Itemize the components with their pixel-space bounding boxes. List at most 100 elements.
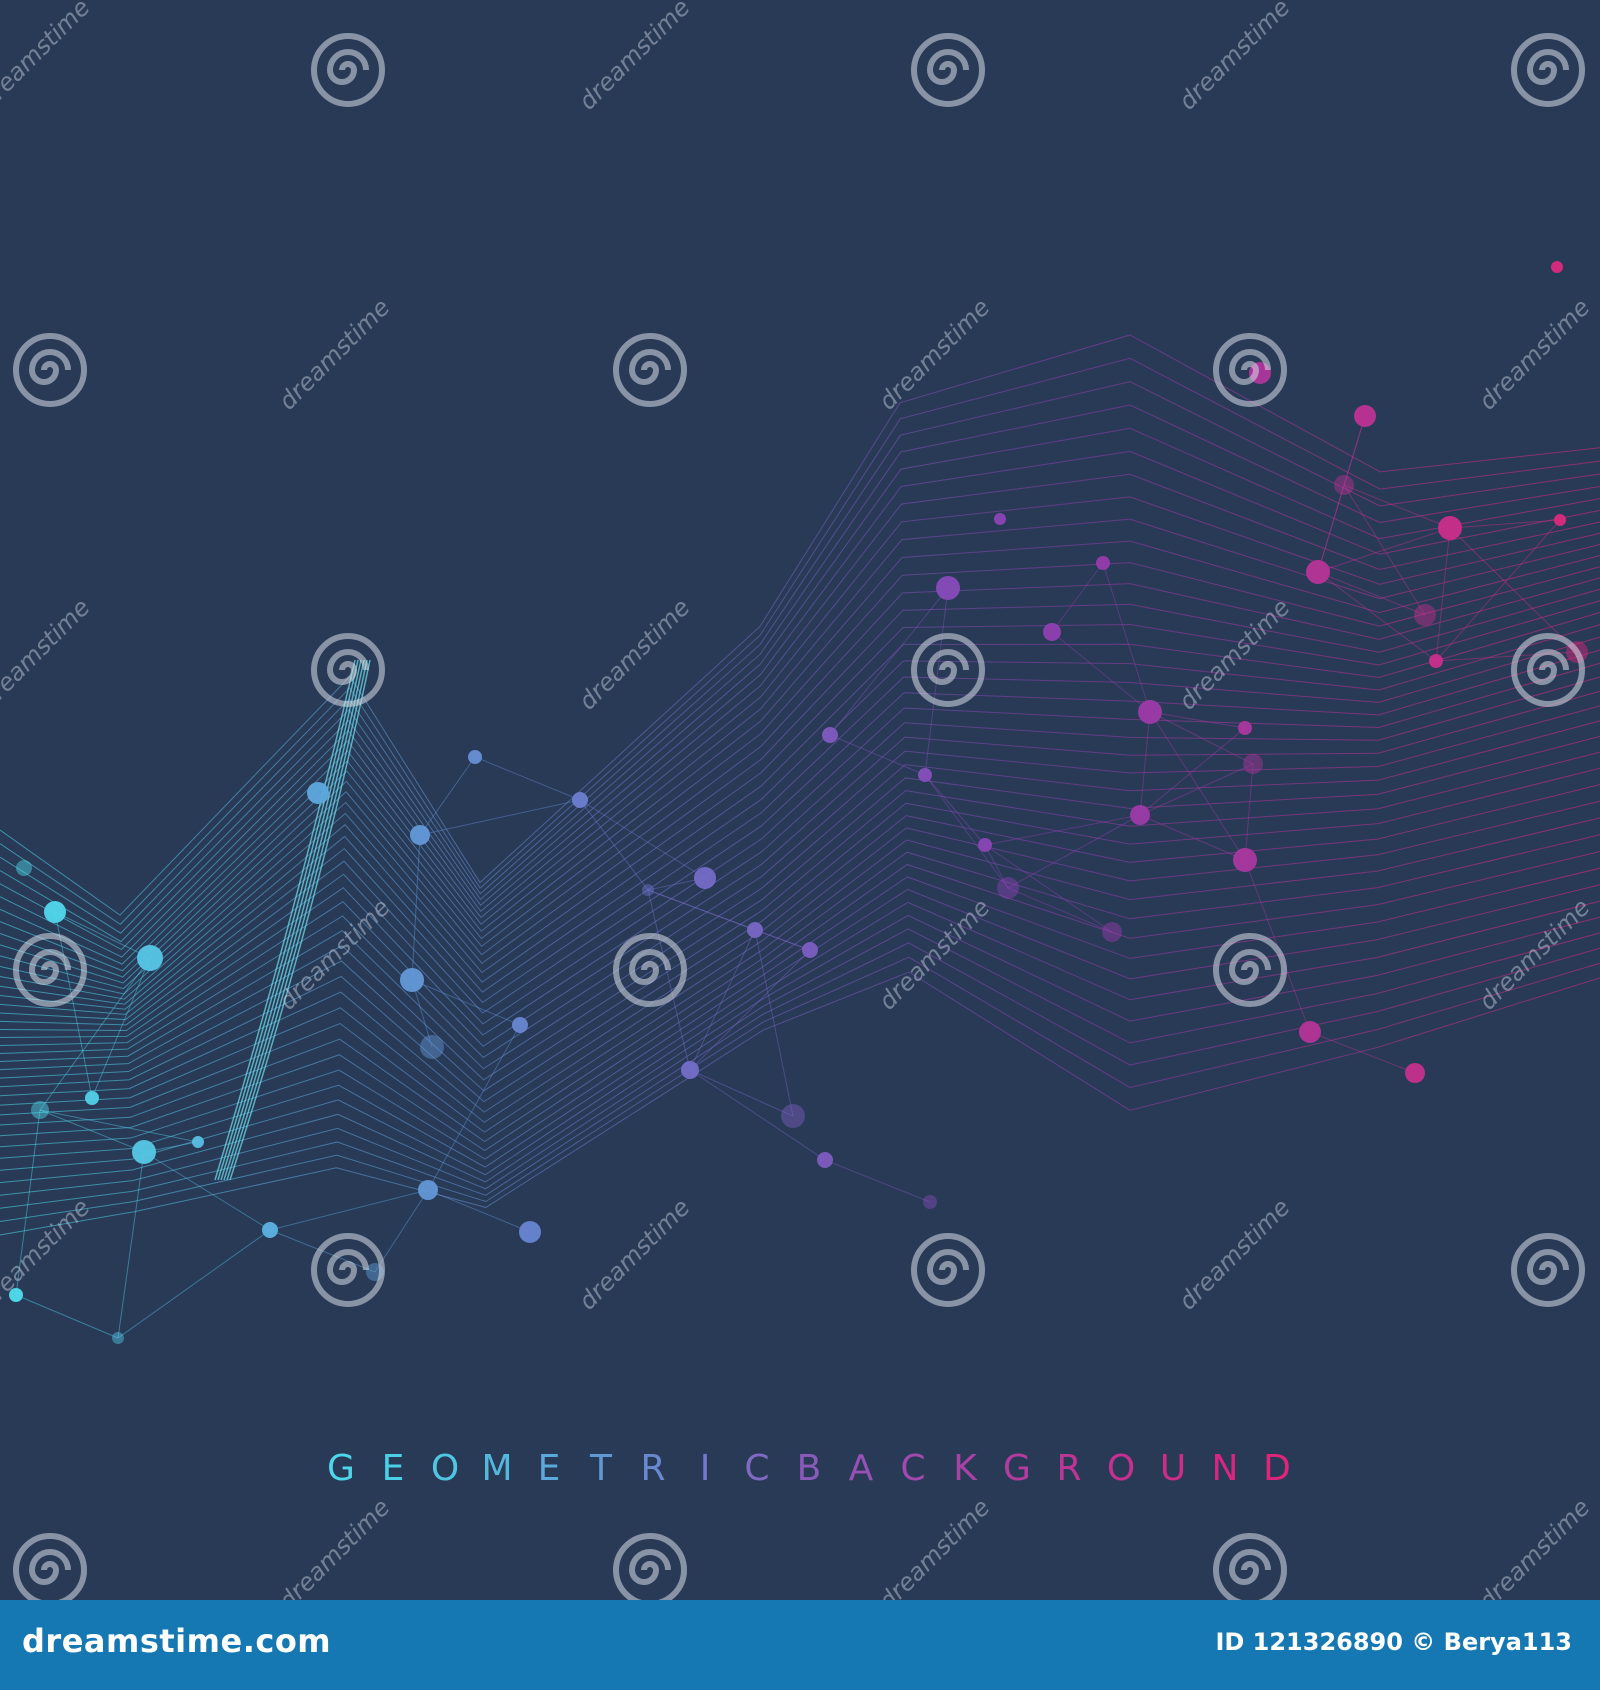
network-link xyxy=(924,774,1009,889)
spiral-icon xyxy=(13,933,87,1007)
mesh-line xyxy=(0,636,1600,1021)
network-link xyxy=(1139,727,1246,816)
spiral-icon xyxy=(911,1233,985,1307)
network-node xyxy=(1238,721,1252,735)
image-id-credit: ID 121326890 © Berya113 xyxy=(1215,1628,1572,1656)
network-link xyxy=(689,1069,826,1161)
network-link xyxy=(1317,415,1366,573)
network-node xyxy=(1102,922,1122,942)
network-node xyxy=(262,1222,278,1238)
network-node xyxy=(1414,604,1436,626)
network-link xyxy=(419,799,581,836)
mesh-line xyxy=(0,928,1600,1196)
mesh-line xyxy=(0,496,1600,972)
heading-letter: B xyxy=(796,1448,822,1489)
spiral-icon xyxy=(911,33,985,107)
mesh-line xyxy=(0,751,1600,1092)
watermark-text: dreamstime xyxy=(1173,1193,1295,1315)
mesh-line xyxy=(0,834,1600,1143)
heading-letter: E xyxy=(537,1448,561,1489)
network-node xyxy=(307,782,329,804)
network-links xyxy=(15,415,1578,1339)
ribbon-line xyxy=(226,659,368,1181)
watermark-text: dreamstime xyxy=(273,293,395,415)
spiral-icon xyxy=(311,1233,385,1307)
network-link xyxy=(689,929,756,1071)
network-link xyxy=(474,756,581,801)
spiral-icon xyxy=(1511,633,1585,707)
network-node xyxy=(1096,556,1110,570)
watermark-layer: dreamstime dreamstime dreamstime dreamstime… xyxy=(0,0,1595,1600)
stock-footer-bar: dreamstime.com ID 121326890 © Berya113 xyxy=(0,1600,1600,1690)
mesh-line xyxy=(0,649,1600,1026)
heading-letter: O xyxy=(1106,1448,1136,1489)
network-node xyxy=(802,942,818,958)
watermark-text: dreamstime xyxy=(1473,1493,1595,1600)
heading-letter: K xyxy=(953,1448,977,1489)
mesh-line xyxy=(0,850,1600,1152)
network-node xyxy=(132,1140,156,1164)
mesh-line xyxy=(0,690,1600,1047)
heading-letter: U xyxy=(1159,1448,1187,1489)
network-node xyxy=(747,922,763,938)
network-node xyxy=(512,1017,528,1033)
network-link xyxy=(1317,527,1451,573)
network-node xyxy=(1299,1021,1321,1043)
dreamstime-logo-text: dreamstime.com xyxy=(22,1622,332,1660)
network-link xyxy=(411,834,421,981)
network-node xyxy=(1043,623,1061,641)
spiral-icon xyxy=(613,1533,687,1600)
watermark-text: dreamstime xyxy=(873,1493,995,1600)
heading-letter: G xyxy=(1003,1448,1031,1489)
network-node xyxy=(192,1136,204,1148)
mesh-line xyxy=(0,588,1600,1000)
watermark-text: dreamstime xyxy=(0,593,95,715)
network-node xyxy=(519,1221,541,1243)
ribbon-line xyxy=(217,659,359,1181)
spiral-icon xyxy=(1213,1533,1287,1600)
mesh-line xyxy=(0,971,1600,1236)
network-link xyxy=(374,1189,429,1273)
network-link xyxy=(1139,814,1246,861)
network-link xyxy=(117,1229,271,1339)
network-link xyxy=(689,949,811,1071)
network-node xyxy=(418,1180,438,1200)
mesh-line xyxy=(0,562,1600,990)
network-node xyxy=(1354,405,1376,427)
mesh-line xyxy=(0,676,1600,1039)
network-link xyxy=(1317,484,1345,573)
network-node xyxy=(420,1035,444,1059)
network-node xyxy=(1554,514,1566,526)
network-node xyxy=(994,513,1006,525)
network-node xyxy=(468,750,482,764)
network-link xyxy=(143,1151,271,1231)
network-link xyxy=(824,1159,931,1203)
network-link xyxy=(1051,562,1104,633)
network-node xyxy=(642,884,654,896)
network-link xyxy=(39,1109,145,1153)
network-node xyxy=(1130,805,1150,825)
heading-letter: A xyxy=(848,1448,874,1489)
network-link xyxy=(984,844,1113,933)
network-node xyxy=(137,945,163,971)
watermark-text: dreamstime xyxy=(0,0,95,115)
heading-letter: G xyxy=(327,1448,355,1489)
network-link xyxy=(1435,519,1561,662)
mesh-line xyxy=(0,662,1600,1032)
mesh-line xyxy=(0,450,1600,958)
network-link xyxy=(39,957,151,1111)
watermark-text: dreamstime xyxy=(573,593,695,715)
network-link xyxy=(54,911,151,959)
network-link xyxy=(1449,519,1561,529)
network-node xyxy=(1551,261,1563,273)
network-link xyxy=(1317,571,1426,616)
network-link xyxy=(117,1151,145,1339)
mesh-line xyxy=(0,518,1600,978)
network-node xyxy=(694,867,716,889)
network-link xyxy=(15,1109,41,1296)
network-node xyxy=(978,838,992,852)
spiral-icon xyxy=(13,1533,87,1600)
network-node xyxy=(9,1288,23,1302)
heading-letter: I xyxy=(699,1448,711,1489)
ribbon-line xyxy=(229,659,371,1181)
